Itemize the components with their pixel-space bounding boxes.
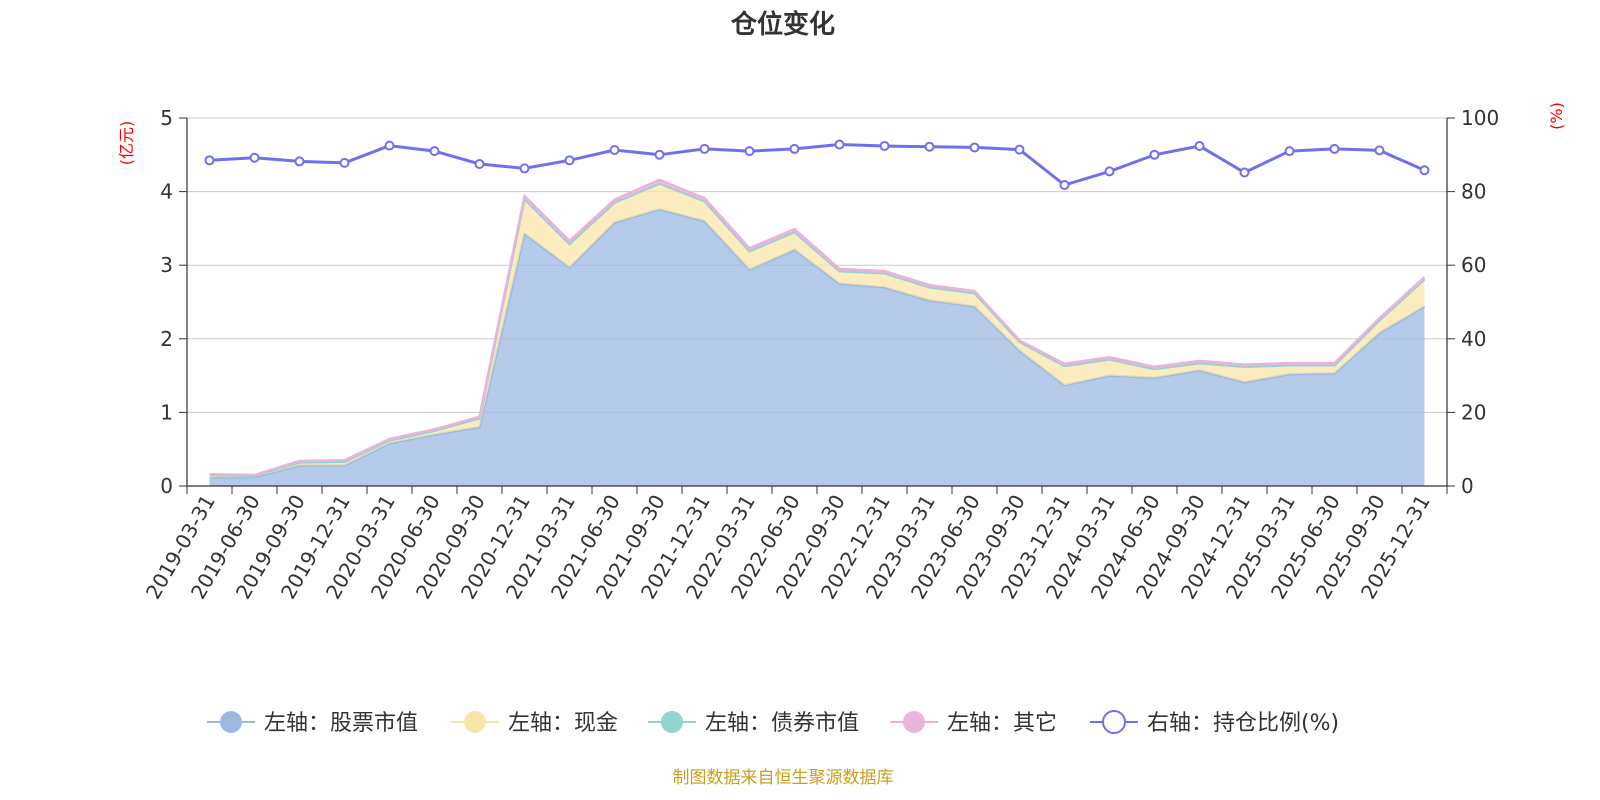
left-axis-tick-label: 2 — [160, 327, 173, 351]
legend-label: 右轴：持仓比例(%) — [1147, 711, 1339, 736]
left-axis-tick-label: 5 — [160, 106, 173, 130]
legend-label: 左轴：股票市值 — [264, 711, 418, 736]
ratio-point — [204, 155, 215, 166]
ratio-point — [429, 146, 440, 157]
right-axis-unit: (%) — [1547, 102, 1566, 130]
ratio-point — [1059, 179, 1070, 190]
source-note: 制图数据来自恒生聚源数据库 — [673, 768, 894, 788]
ratio-point — [474, 159, 485, 169]
ratio-point — [1194, 140, 1205, 151]
ratio-point — [789, 143, 800, 154]
ratio-point — [1374, 145, 1385, 156]
ratio-point — [609, 145, 620, 156]
chart-title: 仓位变化 — [730, 9, 835, 40]
left-axis-tick-label: 1 — [160, 400, 173, 424]
right-axis-tick-label: 40 — [1461, 327, 1486, 351]
area-edge-series-3 — [209, 178, 1426, 477]
legend-marker — [220, 711, 242, 733]
ratio-point — [1284, 146, 1295, 157]
ratio-line — [209, 142, 1426, 187]
left-axis-tick-label: 4 — [160, 180, 173, 204]
legend-marker — [903, 711, 925, 733]
right-axis-tick-label: 80 — [1461, 180, 1486, 204]
ratio-point — [744, 146, 755, 157]
left-axis-tick-label: 0 — [160, 474, 173, 498]
ratio-point — [834, 139, 845, 150]
legend: 左轴：股票市值 左轴：现金 左轴：债券市值 左轴：其它 右轴：持仓比例(%) — [207, 710, 1339, 736]
ratio-point — [1419, 165, 1430, 176]
ratio-point — [294, 156, 305, 167]
legend-marker — [1102, 710, 1126, 734]
right-axis-tick-label: 20 — [1461, 400, 1486, 424]
ratio-point — [519, 163, 530, 174]
ratio-point — [564, 155, 575, 166]
legend-marker — [464, 711, 486, 733]
ratio-point — [699, 143, 710, 154]
right-axis-tick-label: 0 — [1461, 474, 1474, 498]
ratio-point — [924, 141, 935, 152]
legend-label: 左轴：债券市值 — [705, 711, 859, 736]
ratio-point — [384, 140, 395, 151]
right-axis-tick-label: 60 — [1461, 253, 1486, 277]
ratio-point — [339, 157, 350, 168]
ratio-point — [879, 140, 890, 151]
ratio-point — [1329, 143, 1340, 154]
legend-marker — [661, 711, 683, 733]
ratio-point — [1014, 144, 1025, 155]
legend-label: 左轴：其它 — [947, 711, 1057, 736]
legend-label: 左轴：现金 — [508, 711, 618, 736]
left-axis-unit: (亿元) — [117, 121, 136, 166]
ratio-point — [1239, 167, 1250, 178]
ratio-point — [654, 149, 665, 160]
left-axis-tick-label: 3 — [160, 253, 173, 277]
right-axis-tick-label: 100 — [1461, 106, 1499, 130]
ratio-point — [1149, 149, 1160, 160]
ratio-point — [1104, 166, 1115, 177]
ratio-line-series — [204, 139, 1430, 190]
ratio-point — [249, 152, 260, 163]
ratio-point — [969, 142, 980, 153]
stacked-areas — [209, 178, 1426, 487]
area-series-0 — [209, 209, 1425, 487]
